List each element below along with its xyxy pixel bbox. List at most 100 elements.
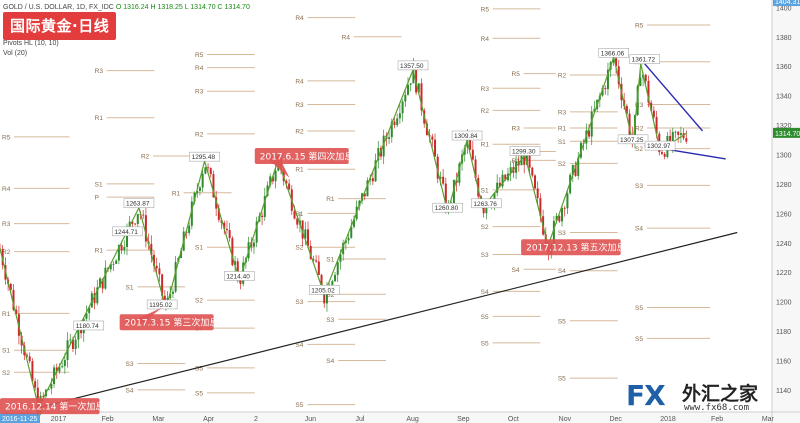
pivot-label: R1 xyxy=(2,311,11,318)
y-tick-label: 1360 xyxy=(776,64,792,71)
candle-body xyxy=(180,250,183,259)
pivot-label: S2 xyxy=(635,146,643,153)
y-tick-label: 1400 xyxy=(776,5,792,12)
pivot-label: S1 xyxy=(2,348,10,355)
pivot-label: R4 xyxy=(481,36,490,43)
candle-body xyxy=(61,366,64,368)
callout-box xyxy=(0,398,100,415)
pivot-label: S3 xyxy=(481,252,489,259)
candle-body xyxy=(296,218,299,225)
y-tick-label: 1380 xyxy=(776,35,792,42)
candle-body xyxy=(169,293,172,298)
candle-body xyxy=(390,121,393,138)
candle-body xyxy=(601,88,604,96)
swing-label-box xyxy=(598,48,629,58)
swing-label-box xyxy=(629,54,660,64)
x-tick-label: Apr xyxy=(203,416,215,423)
candle-body xyxy=(561,207,564,222)
pivot-label: S3 xyxy=(326,317,334,324)
pivot-label: R2 xyxy=(295,128,304,135)
candle-body xyxy=(415,63,418,93)
candle-body xyxy=(304,229,307,239)
x-tick-label: Feb xyxy=(102,416,114,423)
candle-body xyxy=(136,214,139,224)
candle-body xyxy=(96,287,99,304)
swing-label-text: 1295.48 xyxy=(192,154,216,161)
candle-body xyxy=(115,260,118,264)
candle-body xyxy=(225,228,228,231)
x-tick-label: Mar xyxy=(152,416,165,423)
candle-body xyxy=(469,136,472,150)
pivot-label: S4 xyxy=(295,342,303,349)
pivot-label: R1 xyxy=(558,126,567,133)
candle-body xyxy=(401,101,404,114)
candle-body xyxy=(612,58,615,63)
pivot-label: R2 xyxy=(635,126,644,133)
candle-body xyxy=(288,183,291,190)
y-tick-label: 1320 xyxy=(776,123,792,130)
x-tick-label: Mar xyxy=(762,416,775,423)
candle-body xyxy=(69,339,72,341)
candle-body xyxy=(31,361,34,382)
candle-body xyxy=(50,384,53,389)
candle-body xyxy=(382,135,385,157)
pivot-label: R3 xyxy=(558,109,567,116)
legend-volume: Vol (20) xyxy=(3,50,28,57)
swing-label-text: 1357.50 xyxy=(400,63,424,70)
candle-body xyxy=(198,187,201,191)
candle-body xyxy=(323,291,326,304)
candle-body xyxy=(315,260,318,262)
candle-body xyxy=(628,113,631,136)
x-tick-label: Dec xyxy=(609,416,622,423)
candle-body xyxy=(617,66,620,85)
candle-body xyxy=(398,113,401,119)
y-axis-ticks: 1140 1160 1180 1200 1220 1240 1260 1280 1300 1320… xyxy=(773,0,800,395)
pivot-label: R4 xyxy=(295,78,304,85)
candle-body xyxy=(153,254,156,266)
candle-body xyxy=(496,182,499,193)
callout-text: 2017.6.15 第四次加息 xyxy=(260,150,354,162)
callout-text: 2016.12.14 第一次加息 xyxy=(5,401,104,413)
candle-body xyxy=(350,226,353,238)
swing-label-text: 1263.87 xyxy=(126,201,150,208)
pivot-label: R5 xyxy=(481,6,490,13)
candle-body xyxy=(504,174,507,181)
candle-body xyxy=(536,188,539,199)
candle-body xyxy=(15,309,18,315)
candle-body xyxy=(47,388,50,390)
candle-body xyxy=(523,155,526,165)
candle-body xyxy=(474,159,477,178)
candle-body xyxy=(458,163,461,183)
candle-body xyxy=(271,176,274,182)
swing-label-text: 1195.02 xyxy=(149,302,172,309)
swing-labels: 1263.87 1244.71 1295.48 1214.40 1205.02 1357.… xyxy=(73,48,676,331)
pivot-label: S5 xyxy=(481,340,489,347)
callout-box xyxy=(254,147,349,164)
candle-body xyxy=(163,295,166,304)
candle-body xyxy=(374,160,377,182)
pivot-label: S4 xyxy=(635,226,643,233)
pivot-label: S5 xyxy=(195,365,203,372)
candle-body xyxy=(317,261,320,275)
y-price-marker xyxy=(773,0,800,7)
swing-label-box xyxy=(112,226,143,237)
pivot-label: S1 xyxy=(295,211,303,218)
candle-body xyxy=(239,279,242,284)
candle-body xyxy=(196,190,199,193)
candle-body xyxy=(125,226,128,248)
candle-body xyxy=(671,131,674,145)
pivot-label: S1 xyxy=(326,256,334,263)
x-tick-label: Sep xyxy=(457,416,470,423)
callout-text: 2017.3.15 第三次加息 xyxy=(125,317,219,329)
watermark-fx: FX xyxy=(626,379,666,412)
candle-body xyxy=(639,77,642,86)
candle-body xyxy=(533,175,536,189)
swing-label-box xyxy=(123,198,155,208)
candle-body xyxy=(425,123,428,136)
y-price-marker xyxy=(773,127,800,138)
candle-body xyxy=(223,222,226,229)
pivot-label: R3 xyxy=(2,221,11,228)
chart-title-badge: 国际黄金·日线 xyxy=(3,12,117,40)
pivot-label: S5 xyxy=(195,390,203,397)
swing-label-text: 1214.40 xyxy=(226,273,250,280)
